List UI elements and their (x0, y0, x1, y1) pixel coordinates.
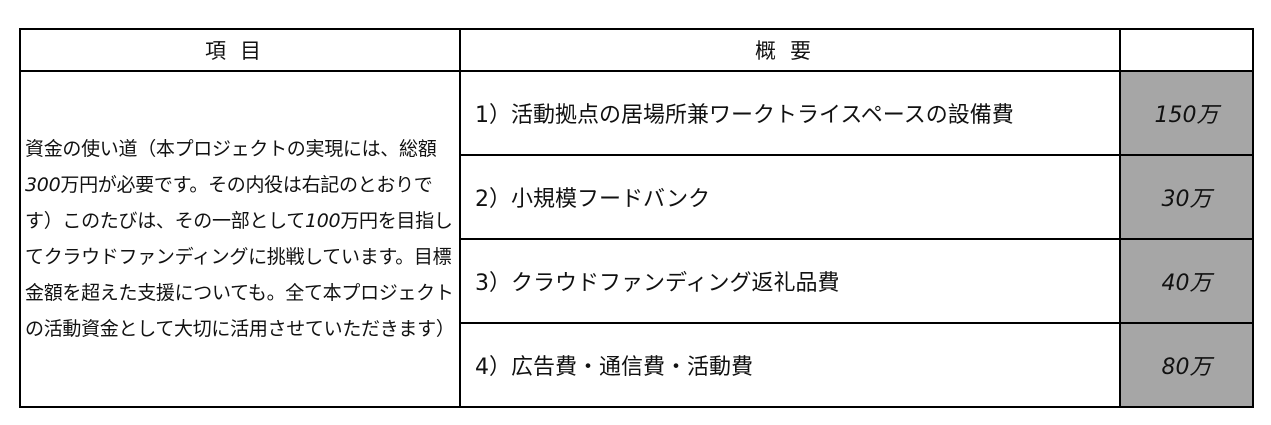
row-amount: 80万 (1119, 322, 1254, 408)
row-label: 2）小規模フードバンク (459, 154, 1121, 240)
table-row: 2）小規模フードバンク 30万 (20, 154, 1254, 240)
description-text: 万円が必要です。その内役は右記のとおりです）このたびは、その一部として (25, 174, 433, 232)
row-label: 3）クラウドファンディング返礼品費 (459, 238, 1121, 324)
header-amount (1119, 28, 1254, 72)
header-row: 項目 概要 (19, 28, 1254, 72)
total-amount: 300 (25, 174, 61, 196)
funding-description: 資金の使い道（本プロジェクトの実現には、総額 300万円が必要です。その内役は右記… (19, 70, 461, 408)
table-row: 4）広告費・通信費・活動費 80万 (20, 322, 1254, 408)
budget-table: 項目 概要 資金の使い道（本プロジェクトの実現には、総額 300万円が必要です。そ… (19, 28, 1254, 408)
row-amount: 40万 (1119, 238, 1254, 324)
description-text: 万円を目指してクラウドファンディングに挑戦しています。目標金額を超えた支援につい… (25, 210, 455, 340)
header-summary: 概要 (459, 28, 1121, 72)
description-text: 資金の使い道（本プロジェクトの実現には、総額 (25, 138, 437, 160)
row-label: 4）広告費・通信費・活動費 (459, 322, 1121, 408)
table-row: 資金の使い道（本プロジェクトの実現には、総額 300万円が必要です。その内役は右記… (19, 70, 1254, 408)
row-label: 1）活動拠点の居場所兼ワークトライスペースの設備費 (459, 70, 1121, 156)
row-amount: 150万 (1119, 70, 1254, 156)
table-row: 3）クラウドファンディング返礼品費 40万 (20, 238, 1254, 324)
header-item: 項目 (19, 28, 461, 72)
goal-amount: 100 (304, 210, 341, 232)
row-amount: 30万 (1119, 154, 1254, 240)
